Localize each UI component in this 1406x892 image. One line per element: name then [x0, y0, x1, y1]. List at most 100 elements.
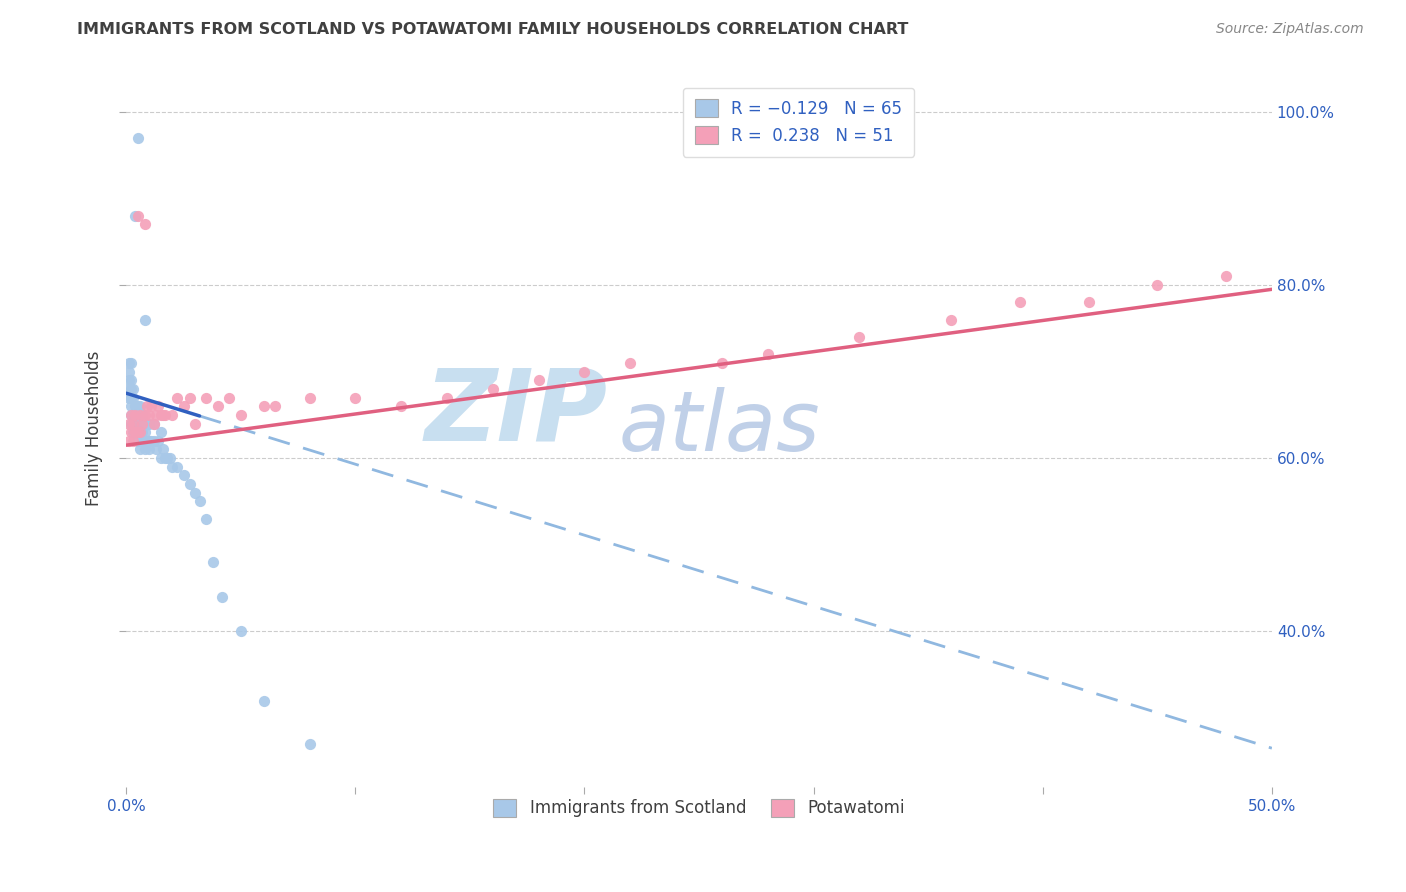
Point	[179, 391, 201, 405]
Point	[120, 425, 142, 439]
Point	[127, 399, 149, 413]
Point	[152, 442, 174, 457]
Point	[131, 408, 153, 422]
Point	[141, 434, 163, 448]
Point	[184, 417, 207, 431]
Point	[160, 459, 183, 474]
Point	[117, 373, 139, 387]
Point	[120, 382, 142, 396]
Point	[138, 417, 160, 431]
Point	[122, 417, 145, 431]
Point	[122, 434, 145, 448]
Point	[1008, 295, 1031, 310]
Point	[207, 399, 229, 413]
Point	[939, 312, 962, 326]
Point	[218, 391, 240, 405]
Point	[120, 408, 142, 422]
Point	[619, 356, 641, 370]
Point	[436, 391, 458, 405]
Text: IMMIGRANTS FROM SCOTLAND VS POTAWATOMI FAMILY HOUSEHOLDS CORRELATION CHART: IMMIGRANTS FROM SCOTLAND VS POTAWATOMI F…	[77, 22, 908, 37]
Point	[202, 555, 225, 569]
Point	[129, 408, 152, 422]
Point	[127, 425, 149, 439]
Point	[188, 494, 211, 508]
Point	[848, 330, 870, 344]
Point	[124, 425, 146, 439]
Point	[148, 434, 170, 448]
Point	[298, 737, 321, 751]
Point	[138, 408, 160, 422]
Point	[135, 434, 157, 448]
Text: Source: ZipAtlas.com: Source: ZipAtlas.com	[1216, 22, 1364, 37]
Point	[124, 425, 146, 439]
Point	[122, 417, 145, 431]
Point	[134, 442, 156, 457]
Point	[122, 391, 145, 405]
Point	[710, 356, 733, 370]
Point	[127, 209, 149, 223]
Point	[152, 408, 174, 422]
Point	[120, 373, 142, 387]
Point	[127, 434, 149, 448]
Point	[527, 373, 550, 387]
Point	[574, 365, 596, 379]
Point	[142, 417, 165, 431]
Point	[138, 442, 160, 457]
Text: ZIP: ZIP	[425, 365, 607, 462]
Point	[1077, 295, 1099, 310]
Point	[131, 417, 153, 431]
Point	[173, 468, 195, 483]
Point	[1146, 277, 1168, 292]
Point	[134, 218, 156, 232]
Point	[142, 417, 165, 431]
Point	[166, 391, 188, 405]
Point	[129, 442, 152, 457]
Point	[145, 408, 167, 422]
Point	[127, 130, 149, 145]
Point	[120, 391, 142, 405]
Legend: Immigrants from Scotland, Potawatomi: Immigrants from Scotland, Potawatomi	[485, 790, 914, 826]
Point	[153, 451, 176, 466]
Point	[344, 391, 367, 405]
Point	[211, 590, 233, 604]
Point	[124, 209, 146, 223]
Point	[184, 485, 207, 500]
Point	[122, 425, 145, 439]
Point	[149, 408, 172, 422]
Point	[253, 399, 276, 413]
Point	[124, 408, 146, 422]
Point	[482, 382, 505, 396]
Point	[127, 417, 149, 431]
Point	[149, 425, 172, 439]
Point	[124, 408, 146, 422]
Point	[298, 391, 321, 405]
Point	[149, 451, 172, 466]
Point	[138, 434, 160, 448]
Point	[141, 399, 163, 413]
Point	[129, 425, 152, 439]
Point	[117, 382, 139, 396]
Point	[134, 425, 156, 439]
Point	[120, 356, 142, 370]
Point	[117, 365, 139, 379]
Point	[120, 408, 142, 422]
Point	[134, 408, 156, 422]
Y-axis label: Family Households: Family Households	[86, 351, 103, 506]
Point	[160, 408, 183, 422]
Point	[159, 451, 181, 466]
Point	[129, 417, 152, 431]
Point	[129, 399, 152, 413]
Point	[142, 434, 165, 448]
Point	[173, 399, 195, 413]
Point	[124, 399, 146, 413]
Point	[120, 399, 142, 413]
Point	[117, 434, 139, 448]
Text: atlas: atlas	[619, 387, 821, 468]
Point	[166, 459, 188, 474]
Point	[117, 417, 139, 431]
Point	[122, 382, 145, 396]
Point	[145, 442, 167, 457]
Point	[117, 356, 139, 370]
Point	[179, 477, 201, 491]
Point	[124, 417, 146, 431]
